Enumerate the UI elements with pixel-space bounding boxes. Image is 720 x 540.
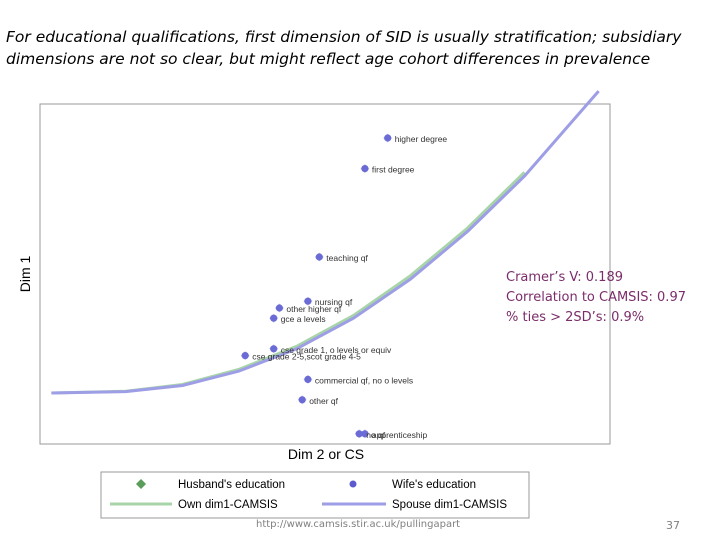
point-label: apprenticeship <box>372 430 428 440</box>
point-label: no qf <box>366 430 386 440</box>
point-label: teaching qf <box>326 253 368 263</box>
slide-title: For educational qualifications, first di… <box>6 26 718 70</box>
x-axis-label: Dim 2 or CS <box>288 446 364 462</box>
wife-point <box>304 297 312 305</box>
stat-cramers-v: Cramer’s V: 0.189 <box>506 270 623 285</box>
legend: Husband's education Wife's education Own… <box>100 471 530 519</box>
legend-spouse-label: Spouse dim1-CAMSIS <box>392 499 507 511</box>
legend-husband-label: Husband's education <box>178 479 285 491</box>
point-label: other qf <box>309 396 338 406</box>
legend-husband-marker <box>136 479 146 489</box>
legend-wife-label: Wife's education <box>392 479 476 491</box>
wife-point <box>241 352 249 360</box>
wife-point <box>275 304 283 312</box>
y-axis-label: Dim 1 <box>17 256 33 293</box>
wife-point <box>270 345 278 353</box>
wife-point <box>315 253 323 261</box>
point-label: cse grade 2-5,scot grade 4-5 <box>252 352 361 362</box>
point-label: cse grade 1, o levels or equiv <box>281 345 392 355</box>
wife-point <box>270 314 278 322</box>
point-layer: higher degree first degree teaching qf nurs… <box>240 133 448 440</box>
wife-point <box>361 430 369 438</box>
slide-title-line1: For educational qualifications, first di… <box>6 28 682 46</box>
page-number: 37 <box>666 519 680 532</box>
wife-point <box>298 396 306 404</box>
stat-ties: % ties > 2SD’s: 0.9% <box>506 310 645 325</box>
point-label: higher degree <box>395 134 448 144</box>
plot-area <box>39 103 611 445</box>
legend-own-label: Own dim1-CAMSIS <box>178 499 278 511</box>
point-label: gce a levels <box>281 314 326 324</box>
point-label: first degree <box>372 165 415 175</box>
point-label: nursing qf <box>315 297 353 307</box>
slide-title-line2: dimensions are not so clear, but might r… <box>6 50 651 68</box>
legend-wife-marker <box>349 480 357 488</box>
wife-point <box>361 165 369 173</box>
wife-point <box>384 134 392 142</box>
legend-box <box>100 471 530 519</box>
footer-url: http://www.camsis.stir.ac.uk/pullingapar… <box>256 519 461 530</box>
stats-box: Cramer’s V: 0.189 Correlation to CAMSIS:… <box>506 268 686 328</box>
wife-point <box>304 375 312 383</box>
point-label: other higher qf <box>286 304 341 314</box>
spouse-curve <box>51 90 600 395</box>
wife-point <box>355 430 363 438</box>
stat-correlation: Correlation to CAMSIS: 0.97 <box>506 290 686 305</box>
curve-layer <box>51 90 600 395</box>
point-label: commercial qf, no o levels <box>315 375 413 385</box>
